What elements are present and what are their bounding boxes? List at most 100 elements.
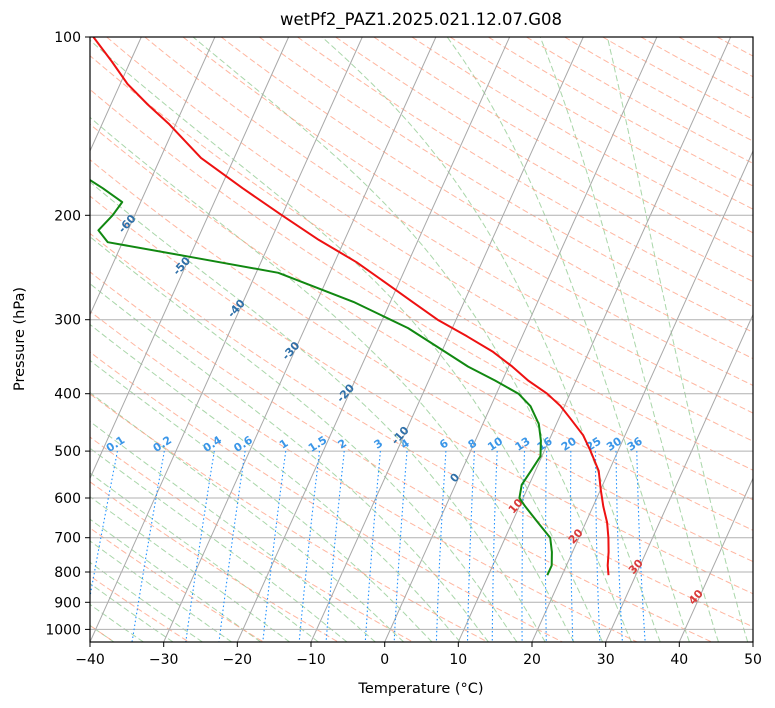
isotherm-line [90,37,290,480]
mixing-ratio-label: 1.5 [306,433,329,455]
isotherm-line [310,37,584,642]
mixing-ratio-label: 0.1 [104,433,127,455]
moist-adiabat-label: -30 [280,339,303,363]
dry-adiabat-line [259,37,753,333]
y-tick-label: 400 [54,387,81,403]
moist-adiabat-line [90,496,290,642]
x-tick-label: −40 [75,652,105,668]
y-tick-label: 800 [54,565,81,581]
dewpoint-profile-line [90,178,553,576]
temperature-profile-line [92,37,610,576]
mixing-ratio-line [544,451,548,642]
y-axis-ticks: 100 200 300 400 500 600 700 800 900 1000 [45,30,90,638]
mixing-ratio-label: 8 [466,437,480,452]
dry-adiabat-line [90,195,753,595]
plot-area: 0.10.20.40.611.52346810131620253036-100-… [0,37,775,642]
mixing-ratio-line [364,451,381,642]
x-tick-label: −30 [149,652,179,668]
dry-adiabat-line [106,37,753,442]
dry-adiabat-line [678,37,753,78]
mixing-ratio-line [636,451,646,642]
moist-adiabat-line [90,518,262,642]
dry-adiabat-line [716,37,753,57]
y-axis-label: Pressure (hPa) [12,287,28,391]
y-tick-label: 700 [54,531,81,547]
moist-adiabat-line [90,472,319,642]
moist-adiabat-line [90,540,232,642]
mixing-ratio-line [185,451,215,642]
dry-adiabat-line [564,37,753,142]
mixing-ratio-line [131,451,165,642]
moist-adiabat-label: -80 [7,127,30,151]
sounding-profiles [90,37,610,576]
dry-adiabat-line [90,159,753,563]
dry-adiabat-line [297,37,753,308]
x-tick-label: 40 [670,652,688,668]
dry-adiabat-line [90,271,712,642]
dry-adiabat-line [220,37,753,360]
isotherm-line [0,37,68,642]
moist-adiabat-line [539,37,719,642]
isotherm-line [752,640,753,642]
isotherm-line [90,37,142,153]
isotherm-line [457,37,732,642]
dry-adiabat-line [602,37,753,120]
mixing-ratio-line [325,451,345,642]
x-tick-label: 0 [380,652,389,668]
y-tick-label: 100 [54,30,81,46]
y-tick-label: 300 [54,313,81,329]
moist-adiabat-line [90,283,489,642]
moist-adiabats [90,37,749,642]
dry-adiabat-line [335,37,753,283]
isotherm-line [236,37,511,642]
dry-adiabat-line [90,232,753,628]
mixing-ratio-line [435,451,447,642]
isotherm-line [678,477,753,642]
moist-adiabat-line [90,447,348,642]
x-tick-label: 20 [523,652,541,668]
moist-adiabat-line [446,37,690,642]
isotherm-line [531,149,753,642]
dry-adiabat-line [90,123,753,531]
dry-adiabat-line [90,481,339,642]
plot-frame [89,36,754,643]
isotherm-line [90,37,363,642]
x-tick-label: 10 [449,652,467,668]
moist-adiabat-line [90,359,433,642]
y-tick-label: 1000 [45,622,81,638]
y-tick-label: 900 [54,595,81,611]
mixing-ratio-label: 0.2 [151,433,174,455]
dry-adiabat-line [526,37,753,164]
dry-adiabat-line [488,37,753,187]
moist-adiabat-line [90,236,518,642]
isotherm-line [605,313,753,642]
isotherms [0,37,753,642]
isotherm-line [384,37,658,642]
moist-adiabat-line [90,39,604,642]
mixing-ratio-line [90,450,118,600]
isotherm-line [90,37,216,316]
moist-adiabat-line [90,420,376,642]
dry-adiabat-line [90,393,488,642]
moist-adiabat-line [606,37,749,642]
mixing-ratio-label: 0.4 [201,433,225,455]
moist-adiabat-line [90,323,461,642]
x-tick-label: 30 [597,652,615,668]
mixing-ratio-line [262,451,287,642]
mixing-ratio-line [570,451,574,642]
mixing-ratio-label: 2 [336,437,350,452]
mixing-ratio-label: 3 [372,437,386,452]
x-tick-label: 50 [744,652,762,668]
x-tick-label: −20 [223,652,253,668]
dry-adiabat-line [755,37,775,642]
mixing-ratio-line [298,451,321,642]
moist-adiabat-line [192,37,632,642]
x-axis-label: Temperature (°C) [357,681,483,697]
y-tick-label: 600 [54,491,81,507]
chart-title: wetPf2_PAZ1.2025.021.12.07.G08 [280,10,562,30]
dry-adiabats [90,37,775,642]
moist-adiabat-line [90,181,546,642]
x-axis-ticks: −40 −30 −20 −10 0 10 20 30 40 50 [75,642,762,668]
dry-adiabat-line [640,37,753,99]
